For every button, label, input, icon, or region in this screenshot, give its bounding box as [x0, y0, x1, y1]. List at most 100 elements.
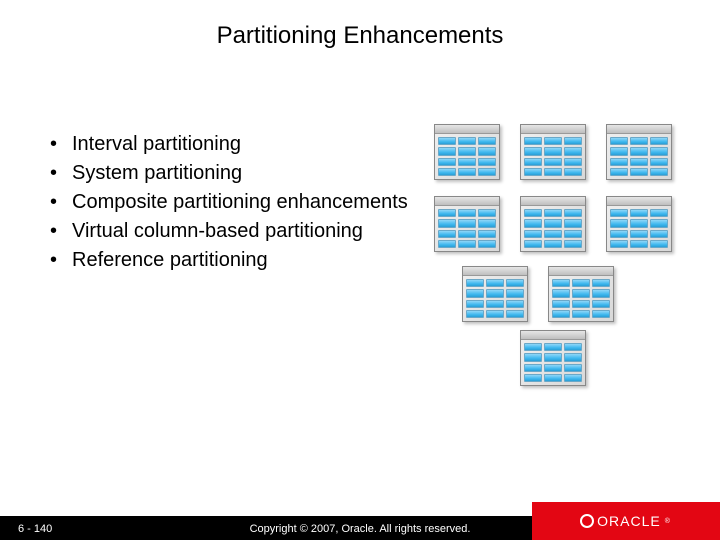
partition-cell	[506, 310, 524, 318]
partition-cell	[610, 147, 628, 155]
partition-cell	[544, 364, 562, 372]
partition-panel	[606, 196, 672, 252]
page-title: Partitioning Enhancements	[0, 0, 720, 50]
partition-cell	[478, 230, 496, 238]
partition-cell	[486, 289, 504, 297]
partition-cell	[544, 209, 562, 217]
panel-header	[435, 197, 499, 206]
partition-cell	[486, 279, 504, 287]
partition-cell	[630, 168, 648, 176]
partition-cell	[478, 219, 496, 227]
partition-graphic	[428, 118, 688, 378]
list-item: Reference partitioning	[50, 246, 408, 275]
panel-grid	[607, 206, 671, 251]
partition-cell	[438, 209, 456, 217]
bullet-list: Interval partitioning System partitionin…	[50, 130, 408, 275]
panel-grid	[463, 276, 527, 321]
partition-panel	[520, 124, 586, 180]
partition-cell	[524, 147, 542, 155]
partition-cell	[458, 137, 476, 145]
partition-cell	[630, 158, 648, 166]
partition-cell	[572, 289, 590, 297]
partition-cell	[610, 209, 628, 217]
partition-cell	[564, 137, 582, 145]
panel-grid	[521, 206, 585, 251]
partition-panel	[606, 124, 672, 180]
partition-cell	[438, 230, 456, 238]
partition-cell	[544, 240, 562, 248]
partition-cell	[438, 147, 456, 155]
partition-cell	[544, 374, 562, 382]
panel-grid	[521, 134, 585, 179]
partition-cell	[458, 219, 476, 227]
panel-header	[463, 267, 527, 276]
partition-cell	[438, 240, 456, 248]
list-item: Virtual column-based partitioning	[50, 217, 408, 246]
partition-cell	[524, 168, 542, 176]
footer: ORACLE ® 6 - 140 Copyright © 2007, Oracl…	[0, 502, 720, 540]
partition-cell	[478, 209, 496, 217]
partition-cell	[458, 240, 476, 248]
partition-cell	[630, 137, 648, 145]
partition-cell	[650, 219, 668, 227]
partition-cell	[552, 289, 570, 297]
partition-cell	[466, 300, 484, 308]
partition-cell	[552, 300, 570, 308]
partition-cell	[478, 147, 496, 155]
partition-cell	[564, 147, 582, 155]
partition-cell	[564, 374, 582, 382]
partition-cell	[458, 168, 476, 176]
copyright-text: Copyright © 2007, Oracle. All rights res…	[0, 523, 720, 535]
partition-cell	[524, 219, 542, 227]
partition-cell	[630, 230, 648, 238]
panel-header	[521, 125, 585, 134]
partition-panel	[520, 196, 586, 252]
partition-cell	[458, 158, 476, 166]
partition-cell	[524, 158, 542, 166]
partition-cell	[438, 137, 456, 145]
partition-cell	[564, 230, 582, 238]
partition-cell	[564, 364, 582, 372]
partition-cell	[478, 168, 496, 176]
partition-cell	[438, 219, 456, 227]
partition-cell	[458, 230, 476, 238]
partition-cell	[466, 289, 484, 297]
partition-panel	[548, 266, 614, 322]
partition-cell	[506, 300, 524, 308]
partition-cell	[544, 353, 562, 361]
partition-cell	[524, 353, 542, 361]
partition-cell	[564, 240, 582, 248]
partition-cell	[544, 147, 562, 155]
partition-cell	[650, 137, 668, 145]
panel-grid	[435, 206, 499, 251]
partition-cell	[524, 343, 542, 351]
partition-cell	[650, 230, 668, 238]
panel-header	[607, 125, 671, 134]
partition-cell	[610, 240, 628, 248]
partition-cell	[478, 137, 496, 145]
partition-cell	[506, 279, 524, 287]
partition-cell	[610, 137, 628, 145]
partition-cell	[478, 240, 496, 248]
partition-cell	[466, 310, 484, 318]
partition-cell	[650, 168, 668, 176]
partition-cell	[572, 279, 590, 287]
partition-cell	[466, 279, 484, 287]
partition-cell	[610, 158, 628, 166]
panel-grid	[549, 276, 613, 321]
partition-cell	[544, 168, 562, 176]
partition-cell	[564, 343, 582, 351]
partition-cell	[564, 209, 582, 217]
partition-cell	[650, 240, 668, 248]
partition-cell	[630, 240, 648, 248]
partition-cell	[544, 230, 562, 238]
panel-header	[521, 331, 585, 340]
list-item: Interval partitioning	[50, 130, 408, 159]
partition-cell	[592, 289, 610, 297]
partition-cell	[650, 158, 668, 166]
list-item: Composite partitioning enhancements	[50, 188, 408, 217]
partition-cell	[630, 209, 648, 217]
partition-cell	[524, 209, 542, 217]
partition-cell	[572, 300, 590, 308]
partition-panel	[520, 330, 586, 386]
